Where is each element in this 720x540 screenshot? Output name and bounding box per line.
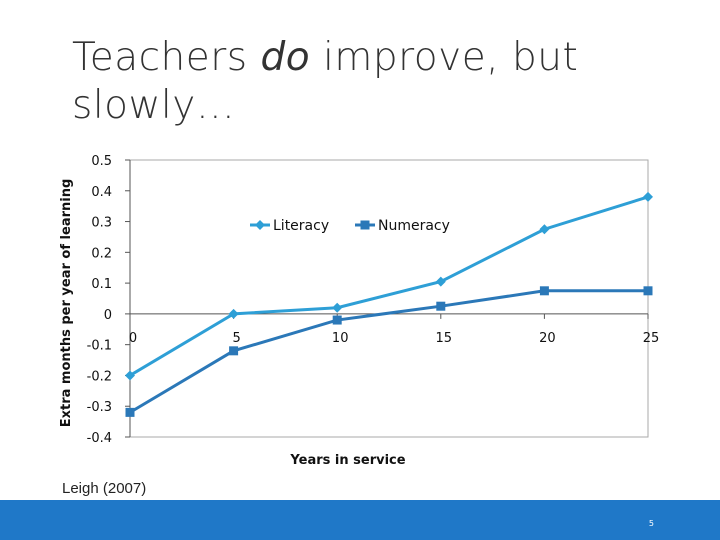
- y-tick-labels: 0.5 0.4 0.3 0.2 0.1 0 -0.1 -0.2 -0.3 -0.4: [87, 154, 112, 446]
- x-tick-label: 10: [332, 331, 349, 346]
- data-point-literacy: [435, 276, 446, 287]
- y-tick-label: 0.5: [91, 154, 112, 169]
- y-tick-label: -0.4: [87, 431, 112, 446]
- series-numeracy: [125, 286, 653, 417]
- source-citation: Leigh (2007): [62, 480, 147, 497]
- data-point-literacy: [643, 191, 653, 202]
- legend-label-numeracy: Numeracy: [378, 218, 450, 234]
- y-tick-label: 0.1: [91, 277, 112, 292]
- x-tick-label: 0: [129, 331, 137, 346]
- title-emphasis: do: [260, 35, 311, 80]
- y-tick-label: -0.2: [87, 369, 112, 384]
- series-layer: [125, 191, 653, 417]
- y-tick-label: 0.4: [91, 185, 112, 200]
- data-point-numeracy: [332, 315, 342, 325]
- legend-label-literacy: Literacy: [273, 218, 329, 234]
- x-axis-label: Years in service: [289, 453, 405, 468]
- y-tick-label: 0: [104, 308, 112, 323]
- title-part-1: Teachers: [72, 35, 261, 80]
- data-point-numeracy: [643, 286, 653, 296]
- data-point-literacy: [332, 302, 343, 313]
- data-point-numeracy: [436, 301, 446, 311]
- series-line-numeracy: [129, 289, 648, 414]
- x-tick-label: 25: [643, 331, 660, 346]
- series-line-literacy: [129, 195, 649, 377]
- y-tick-label: 0.3: [91, 216, 112, 231]
- data-point-literacy: [228, 308, 239, 319]
- data-point-literacy: [539, 224, 550, 235]
- chart-legend: Literacy Numeracy: [250, 218, 450, 234]
- x-tick-label: 20: [539, 331, 556, 346]
- data-point-numeracy: [125, 407, 135, 417]
- data-point-literacy: [125, 370, 135, 381]
- x-tick-label: 15: [436, 331, 453, 346]
- title-part-2: improve, but slowly…: [72, 35, 579, 128]
- series-literacy: [125, 191, 653, 381]
- footer-bar: 5: [0, 500, 720, 540]
- plot-area-border: [129, 159, 649, 438]
- data-point-numeracy: [229, 346, 239, 356]
- legend-marker-literacy: [255, 220, 265, 230]
- legend-marker-numeracy: [360, 220, 370, 230]
- page-number: 5: [648, 519, 654, 528]
- y-axis-label: Extra months per year of learning: [59, 179, 74, 428]
- y-tick-label: -0.1: [87, 339, 112, 354]
- x-tick-label: 5: [232, 331, 240, 346]
- data-point-numeracy: [539, 286, 549, 296]
- y-tick-label: -0.3: [87, 400, 112, 415]
- chart-axes: [125, 159, 649, 438]
- y-tick-label: 0.2: [91, 246, 112, 261]
- x-tick-labels: 0 5 10 15 20 25: [129, 331, 659, 346]
- line-chart: 0.5 0.4 0.3 0.2 0.1 0 -0.1 -0.2 -0.3 -0.4 0 5 10 15 2…: [59, 154, 659, 468]
- slide-title: Teachers do improve, but slowly…: [72, 34, 632, 130]
